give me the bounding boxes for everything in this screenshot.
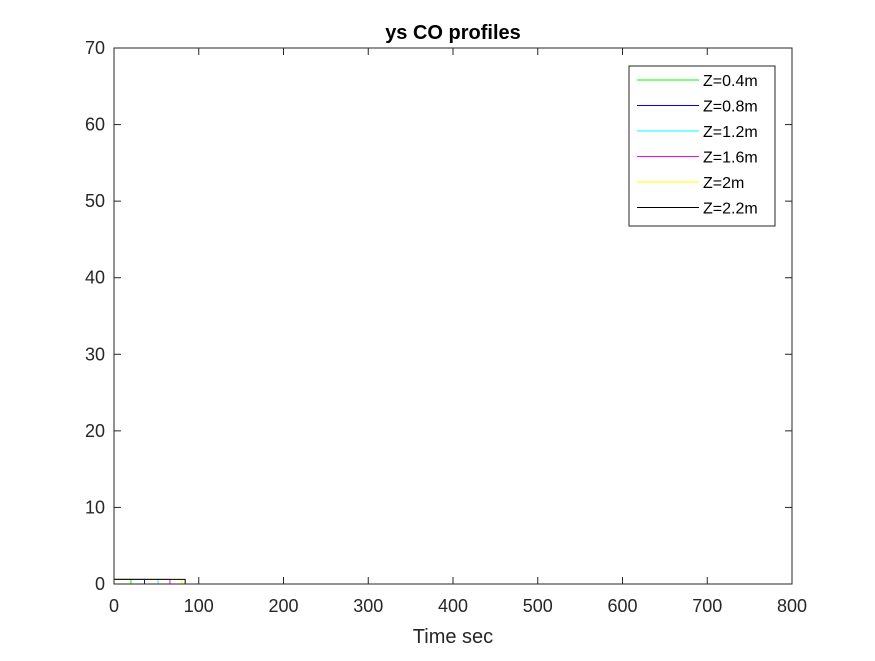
x-tick-label: 0: [109, 596, 119, 616]
y-tick-label: 40: [85, 268, 105, 288]
x-tick-label: 200: [268, 596, 298, 616]
axes-layer: 0 100 200 300 400 500 600 700 800 0 10 20 30 40 50 60 70: [85, 38, 807, 616]
x-tick-label: 300: [353, 596, 383, 616]
x-tick-label: 100: [184, 596, 214, 616]
legend-label-1: Z=0.4m: [703, 73, 758, 90]
y-tick-label: 20: [85, 421, 105, 441]
legend-label-5: Z=2m: [703, 175, 744, 192]
x-tick-label: 700: [692, 596, 722, 616]
legend-label-4: Z=1.6m: [703, 150, 758, 167]
x-axis-label: Time sec: [413, 626, 493, 648]
legend-label-6: Z=2.2m: [703, 201, 758, 218]
x-tick-label: 600: [607, 596, 637, 616]
y-tick-label: 50: [85, 191, 105, 211]
y-tick-label: 60: [85, 115, 105, 135]
legend-label-2: Z=0.8m: [703, 99, 758, 116]
x-tick-label: 800: [777, 596, 807, 616]
legend-label-3: Z=1.2m: [703, 124, 758, 141]
y-tick-label: 70: [85, 38, 105, 58]
x-tick-label: 500: [523, 596, 553, 616]
x-tick-label: 400: [438, 596, 468, 616]
y-tick-label: 30: [85, 344, 105, 364]
legend-box: [628, 65, 776, 227]
legend: Z=0.4m Z=0.8m Z=1.2m Z=1.6m Z=2m Z=2.2m: [628, 65, 776, 227]
chart-title: ys CO profiles: [385, 22, 521, 44]
y-tick-label: 10: [85, 497, 105, 517]
y-tick-label: 0: [95, 574, 105, 594]
